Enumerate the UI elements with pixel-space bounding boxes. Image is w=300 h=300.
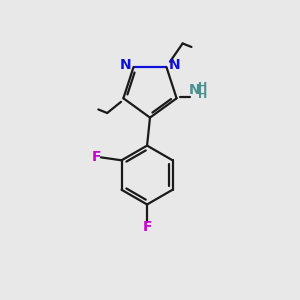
Text: H: H bbox=[198, 90, 207, 100]
Text: F: F bbox=[142, 220, 152, 234]
Text: N: N bbox=[169, 58, 181, 72]
Text: F: F bbox=[92, 150, 101, 164]
Text: N: N bbox=[188, 83, 200, 97]
Text: N: N bbox=[119, 58, 131, 72]
Text: H: H bbox=[198, 82, 207, 92]
